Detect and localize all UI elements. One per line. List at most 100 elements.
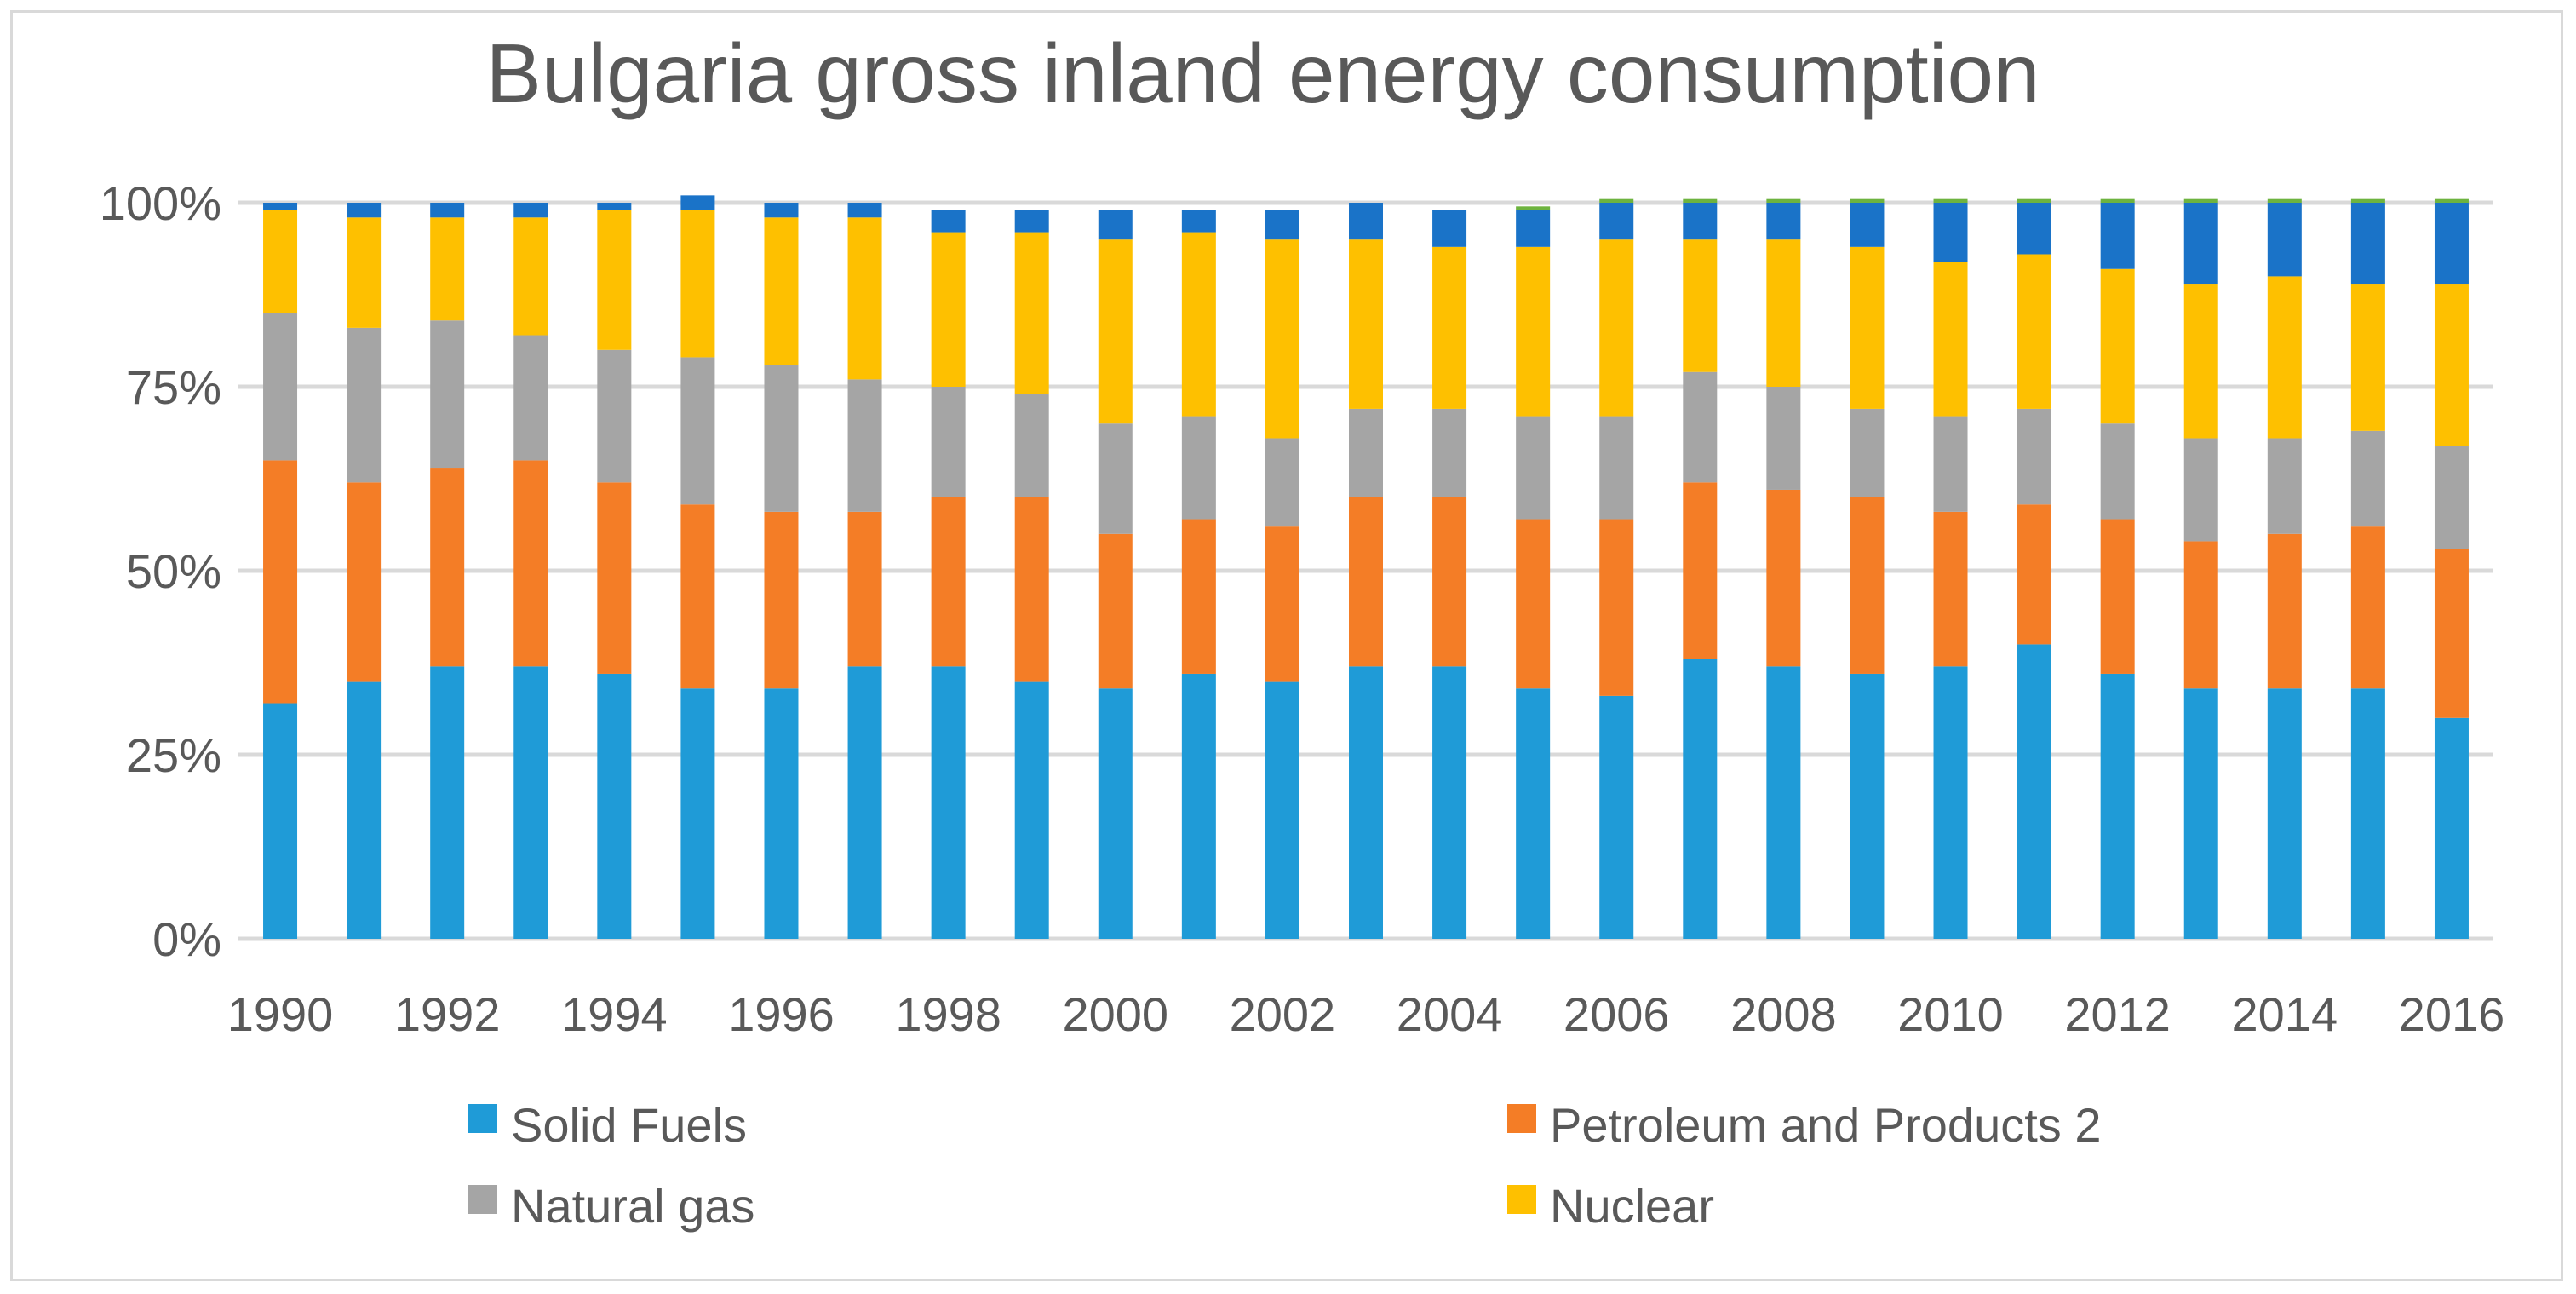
legend-label: Nuclear [1550,1179,1714,1233]
legend-swatch [1507,1104,1536,1133]
bar-segment [2350,284,2385,431]
bar-segment [2350,526,2385,689]
bar-segment [1599,519,1634,696]
bar-segment [1683,203,1718,240]
bar-segment [2183,203,2218,285]
bar-segment [1349,408,1383,497]
bar-segment [2183,541,2218,689]
bar-segment [2267,438,2302,534]
bar-segment [1265,438,1299,527]
bar-segment [2017,504,2051,645]
bar-segment [2100,198,2135,203]
bar-segment [1766,489,1801,667]
bar-segment [1265,681,1299,939]
bar-segment [1599,198,1634,203]
bar-segment [1933,511,1968,667]
x-tick-label: 2002 [1230,987,1336,1041]
bar-segment [263,703,298,939]
bar-segment [1766,666,1801,939]
bar-segment [2267,688,2302,939]
bar-segment [2350,198,2385,203]
bar-segment [430,217,465,321]
bar-segment [2267,203,2302,277]
bar-segment [847,217,882,380]
bar-segment [263,210,298,313]
bar-segment [2267,276,2302,439]
y-tick-label: 25% [126,728,221,782]
x-tick-label: 1992 [394,987,501,1041]
y-tick-label: 100% [100,176,221,230]
bar-segment [1181,210,1216,233]
bar-segment [2100,519,2135,674]
bar-segment [1098,210,1133,240]
bar-segment [513,217,548,336]
bar-segment [1181,519,1216,674]
bar-segment [680,357,715,505]
x-tick-label: 1994 [561,987,668,1041]
bar-segment [597,210,632,350]
bar-segment [1265,239,1299,439]
chart-svg: Bulgaria gross inland energy consumption… [100,26,2504,1233]
bar-segment [1766,239,1801,387]
chart-title: Bulgaria gross inland energy consumption [486,26,2040,120]
bar-segment [2350,203,2385,285]
bar-segment [2017,198,2051,203]
bar-segment [847,511,882,667]
bar-segment [513,203,548,218]
bar-segment [2017,408,2051,505]
bar-segment [1349,203,1383,240]
bar-segment [2434,717,2469,939]
bar-segment [2434,446,2469,549]
x-tick-label: 2004 [1397,987,1503,1041]
bar-segment [2183,688,2218,939]
bar-segment [1516,206,1551,210]
bar-segment [2350,430,2385,527]
bar-segment [1014,681,1049,939]
bar-segment [2434,549,2469,718]
bar-segment [2267,533,2302,689]
bar-segment [847,666,882,939]
legend-label: Solid Fuels [511,1098,747,1152]
y-axis: 0% 25% 50% 75% 100% [100,176,221,966]
bar-segment [597,673,632,939]
bar-segment [1014,232,1049,394]
bar-segment [1933,666,1968,939]
bar-segment [1683,482,1718,659]
bar-segment [764,688,799,939]
bar-segment [764,511,799,689]
legend-label: Petroleum and Products 2 [1550,1098,2101,1152]
bar-segment [1766,387,1801,490]
bar-segment [1933,198,1968,203]
bar-segment [1014,497,1049,682]
bar-segment [847,379,882,512]
bar-segment [263,313,298,461]
bar-segment [1850,673,1885,939]
bar-segment [2017,644,2051,939]
x-tick-label: 2008 [1730,987,1837,1041]
bar-segment [1683,198,1718,203]
bar-segment [1516,416,1551,520]
bar-segment [1850,408,1885,497]
bar-segment [1850,246,1885,409]
bar-segment [2100,203,2135,269]
y-tick-label: 75% [126,360,221,414]
legend-swatch [468,1104,497,1133]
bar-segment [2100,268,2135,424]
bar-segment [1516,688,1551,939]
y-tick-label: 50% [126,544,221,598]
bar-segment [513,460,548,667]
bar-segment [430,203,465,218]
bars [263,195,2469,939]
bar-segment [931,666,966,939]
bar-segment [680,688,715,939]
bar-segment [931,210,966,233]
bar-segment [1599,416,1634,520]
bar-segment [2183,284,2218,439]
bar-segment [931,497,966,667]
bar-segment [931,232,966,387]
legend: Solid Fuels Petroleum and Products 2 Natur… [468,1098,2101,1233]
bar-segment [2100,673,2135,939]
x-tick-label: 1996 [728,987,835,1041]
bar-segment [597,482,632,674]
x-tick-label: 2000 [1062,987,1168,1041]
